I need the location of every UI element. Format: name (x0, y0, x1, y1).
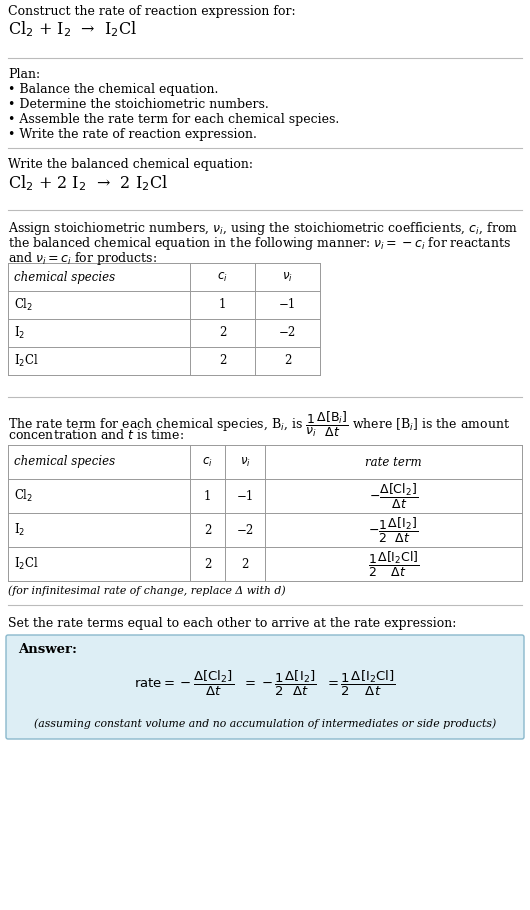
Text: Cl$_2$ + 2 I$_2$  →  2 I$_2$Cl: Cl$_2$ + 2 I$_2$ → 2 I$_2$Cl (8, 173, 168, 193)
Text: 1: 1 (219, 298, 226, 311)
Text: Plan:: Plan: (8, 68, 40, 81)
Text: (for infinitesimal rate of change, replace Δ with d): (for infinitesimal rate of change, repla… (8, 585, 286, 595)
Text: 2: 2 (219, 355, 226, 368)
Text: rate term: rate term (365, 456, 422, 469)
Text: 2: 2 (284, 355, 291, 368)
Text: Assign stoichiometric numbers, $\nu_i$, using the stoichiometric coefficients, $: Assign stoichiometric numbers, $\nu_i$, … (8, 220, 518, 237)
Text: $-\dfrac{1}{2}\dfrac{\Delta[\mathrm{I_2}]}{\Delta t}$: $-\dfrac{1}{2}\dfrac{\Delta[\mathrm{I_2}… (368, 515, 419, 544)
Text: −1: −1 (236, 490, 254, 502)
Text: −2: −2 (236, 523, 254, 537)
Text: $\nu_i$: $\nu_i$ (240, 455, 250, 469)
Text: Cl$_2$: Cl$_2$ (14, 488, 33, 504)
Text: concentration and $t$ is time:: concentration and $t$ is time: (8, 428, 184, 442)
Text: Answer:: Answer: (18, 643, 77, 656)
Text: $\nu_i$: $\nu_i$ (282, 270, 293, 284)
Text: • Determine the stoichiometric numbers.: • Determine the stoichiometric numbers. (8, 98, 269, 111)
Text: $\dfrac{1}{2}\dfrac{\Delta[\mathrm{I_2Cl}]}{\Delta t}$: $\dfrac{1}{2}\dfrac{\Delta[\mathrm{I_2Cl… (368, 550, 419, 579)
Text: I$_2$Cl: I$_2$Cl (14, 353, 39, 369)
Text: I$_2$: I$_2$ (14, 522, 25, 538)
Text: • Balance the chemical equation.: • Balance the chemical equation. (8, 83, 218, 96)
Text: (assuming constant volume and no accumulation of intermediates or side products): (assuming constant volume and no accumul… (34, 718, 496, 729)
Text: 2: 2 (204, 523, 211, 537)
Text: $\mathrm{rate} = -\dfrac{\Delta[\mathrm{Cl_2}]}{\Delta t}$  $= -\dfrac{1}{2}\dfr: $\mathrm{rate} = -\dfrac{\Delta[\mathrm{… (134, 669, 396, 698)
Text: the balanced chemical equation in the following manner: $\nu_i = -c_i$ for react: the balanced chemical equation in the fo… (8, 235, 511, 252)
Text: • Write the rate of reaction expression.: • Write the rate of reaction expression. (8, 128, 257, 141)
Text: The rate term for each chemical species, B$_i$, is $\dfrac{1}{\nu_i}\dfrac{\Delt: The rate term for each chemical species,… (8, 410, 510, 440)
Text: Write the balanced chemical equation:: Write the balanced chemical equation: (8, 158, 253, 171)
Text: Cl$_2$ + I$_2$  →  I$_2$Cl: Cl$_2$ + I$_2$ → I$_2$Cl (8, 19, 137, 39)
Text: I$_2$: I$_2$ (14, 325, 25, 341)
Text: 2: 2 (219, 327, 226, 339)
Text: −1: −1 (279, 298, 296, 311)
Text: chemical species: chemical species (14, 270, 115, 284)
Text: and $\nu_i = c_i$ for products:: and $\nu_i = c_i$ for products: (8, 250, 157, 267)
Text: 1: 1 (204, 490, 211, 502)
Text: • Assemble the rate term for each chemical species.: • Assemble the rate term for each chemic… (8, 113, 339, 126)
Text: I$_2$Cl: I$_2$Cl (14, 556, 39, 572)
Text: 2: 2 (204, 558, 211, 571)
Text: $c_i$: $c_i$ (202, 455, 213, 469)
Text: $-\dfrac{\Delta[\mathrm{Cl_2}]}{\Delta t}$: $-\dfrac{\Delta[\mathrm{Cl_2}]}{\Delta t… (369, 481, 418, 511)
Text: Construct the rate of reaction expression for:: Construct the rate of reaction expressio… (8, 5, 296, 18)
Text: 2: 2 (241, 558, 249, 571)
Text: $c_i$: $c_i$ (217, 270, 228, 284)
Text: Set the rate terms equal to each other to arrive at the rate expression:: Set the rate terms equal to each other t… (8, 617, 456, 630)
FancyBboxPatch shape (6, 635, 524, 739)
Text: −2: −2 (279, 327, 296, 339)
Text: Cl$_2$: Cl$_2$ (14, 297, 33, 313)
Text: chemical species: chemical species (14, 456, 115, 469)
